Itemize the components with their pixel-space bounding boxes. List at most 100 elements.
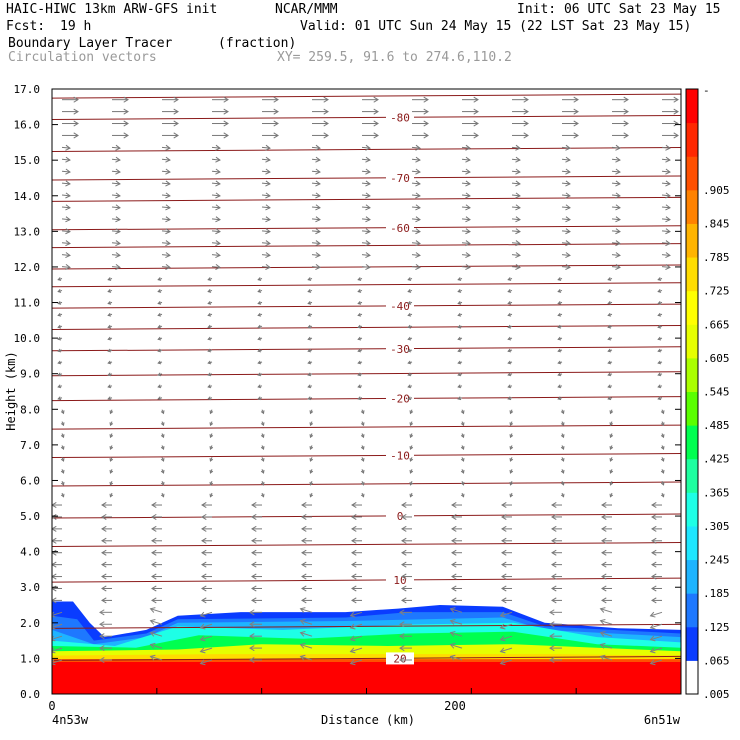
circulation-vector: [251, 573, 262, 580]
circulation-vector: [257, 277, 263, 281]
contour-label-bg: [386, 510, 414, 523]
circulation-vector: [157, 289, 163, 293]
circulation-vector: [112, 132, 129, 139]
circulation-vector: [201, 537, 212, 544]
circulation-vector: [449, 642, 463, 649]
circulation-vector: [211, 240, 221, 247]
circulation-vector: [607, 300, 613, 305]
circulation-vector: [560, 421, 565, 427]
y-tick-label: 6.0: [20, 474, 40, 487]
circulation-vector: [62, 120, 79, 127]
circulation-vector: [357, 396, 363, 401]
circulation-vector: [52, 537, 62, 544]
y-tick-label: 17.0: [14, 83, 41, 96]
circulation-vector: [511, 240, 521, 247]
circulation-vector: [660, 457, 665, 462]
contour-line: [52, 623, 681, 629]
circulation-vector: [411, 192, 421, 199]
circulation-vector: [649, 635, 663, 642]
circulation-vector: [601, 549, 612, 556]
circulation-vector: [60, 469, 65, 474]
circulation-vector: [111, 144, 121, 151]
colorbar-swatch: [686, 593, 698, 628]
circulation-vector: [207, 277, 213, 281]
circulation-vector: [557, 312, 563, 317]
circulation-vector: [607, 336, 613, 341]
circulation-vector: [411, 156, 421, 163]
circulation-vector: [201, 585, 212, 592]
circulation-vector: [52, 513, 62, 520]
circulation-vector: [651, 549, 662, 556]
circulation-vector: [660, 492, 665, 498]
circulation-vector: [407, 384, 413, 389]
circulation-vector: [52, 502, 62, 509]
circulation-vector: [511, 204, 521, 211]
circulation-vector: [557, 277, 563, 281]
circulation-vector: [157, 360, 163, 365]
circulation-vector: [211, 204, 221, 211]
circulation-vector: [61, 192, 71, 199]
circulation-vector: [611, 192, 621, 199]
circulation-vector: [60, 433, 65, 439]
circulation-vector: [257, 324, 263, 329]
circulation-vector: [261, 156, 271, 163]
circulation-vector: [311, 216, 321, 223]
circulation-vector: [261, 144, 271, 151]
circulation-vector: [260, 457, 265, 462]
circulation-vector: [411, 144, 421, 151]
circulation-vector: [357, 360, 363, 365]
circulation-vector: [411, 263, 421, 270]
circulation-vector: [261, 263, 271, 270]
colorbar-swatch: [686, 223, 698, 258]
circulation-vector: [460, 409, 465, 415]
circulation-vector: [561, 156, 571, 163]
circulation-vector: [61, 263, 71, 270]
circulation-vector: [207, 312, 213, 317]
tracer-fill: [52, 601, 681, 694]
circulation-vector: [460, 469, 465, 474]
circulation-vector: [199, 647, 213, 654]
circulation-vector: [549, 657, 562, 664]
circulation-vector: [307, 289, 313, 293]
colorbar-swatch: [686, 290, 698, 325]
circulation-vector: [607, 360, 613, 365]
colorbar-swatch: [686, 324, 698, 359]
circulation-vector: [499, 623, 513, 630]
circulation-vector: [461, 168, 471, 175]
circulation-vector: [99, 609, 112, 616]
circulation-vector: [651, 537, 662, 544]
circulation-vector: [507, 360, 513, 365]
circulation-vector: [209, 433, 214, 439]
circulation-vector: [660, 421, 665, 427]
circulation-vector: [209, 457, 214, 462]
circulation-vector: [651, 561, 662, 568]
circulation-vector: [161, 168, 171, 175]
circulation-vector: [201, 502, 212, 509]
circulation-vector: [161, 156, 171, 163]
circulation-vector: [499, 647, 513, 654]
y-tick-label: 4.0: [20, 546, 40, 559]
circulation-vector: [311, 168, 321, 175]
circulation-vector: [557, 289, 563, 293]
circulation-vector: [151, 502, 162, 509]
circulation-vector: [657, 277, 663, 281]
contour-label: -30: [390, 343, 410, 356]
circulation-vector: [251, 502, 262, 509]
circulation-vector: [562, 96, 579, 103]
circulation-vector: [209, 469, 214, 474]
circulation-vector: [357, 312, 363, 317]
circulation-vector: [151, 573, 162, 580]
circulation-vector: [557, 372, 563, 377]
circulation-vector: [607, 324, 613, 329]
contour-line: [52, 303, 681, 309]
circulation-vector: [611, 168, 621, 175]
circulation-vector: [162, 132, 179, 139]
circulation-vector: [501, 573, 512, 580]
circulation-vector: [111, 228, 121, 235]
circulation-vector: [451, 502, 462, 509]
circulation-vector: [349, 623, 363, 630]
circulation-vector: [501, 597, 512, 604]
xy-coordinates: XY= 259.5, 91.6 to 274.6,110.2: [277, 50, 512, 65]
circulation-vector: [351, 597, 362, 604]
circulation-vector: [599, 654, 613, 661]
